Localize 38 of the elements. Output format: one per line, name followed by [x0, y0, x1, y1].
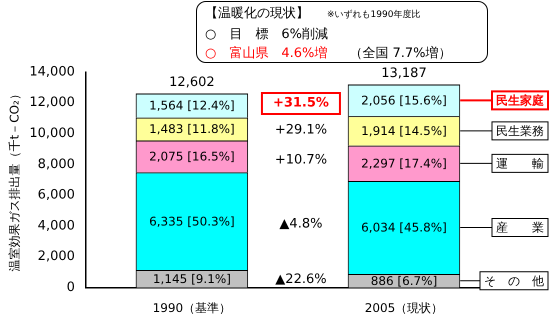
data-label: 2,075 [16.5%] — [149, 150, 235, 164]
y-tick-label: 6,000 — [38, 188, 75, 203]
data-label: 1,483 [11.8%] — [149, 122, 235, 136]
data-label: 6,034 [45.8%] — [361, 220, 447, 235]
data-label: 1,914 [14.5%] — [361, 124, 447, 138]
annotation: +29.1% — [274, 122, 328, 138]
text: （全国 7.7%増） — [349, 46, 452, 61]
annotation: +31.5% — [272, 95, 329, 110]
data-label: 886 [6.7%] — [370, 274, 438, 288]
annotation: ▲22.6% — [275, 272, 327, 288]
text: ○ 目 標 6%削減 — [205, 27, 328, 42]
y-tick-label: 4,000 — [38, 218, 75, 234]
data-label: 2,056 [15.6%] — [361, 93, 447, 108]
y-tick-label: 0 — [66, 280, 75, 295]
data-label: 2,297 [17.4%] — [361, 156, 447, 170]
text: 産 業 — [496, 220, 544, 235]
y-tick-label: 14,000 — [29, 64, 75, 80]
chart-title: 【温暖化の現状】 — [205, 6, 309, 21]
annotation: +10.7% — [274, 152, 328, 168]
text: 民生家庭 — [496, 93, 544, 108]
text: ○ 富山県 4.6%増 — [205, 46, 328, 61]
text: 運 輸 — [496, 156, 544, 170]
y-tick-label: 8,000 — [38, 156, 75, 172]
x-tick-label: 1990（基準） — [152, 300, 232, 315]
x-tick-label: 2005（現状） — [364, 300, 444, 315]
text: そ の 他 — [484, 274, 544, 288]
data-label: 1,145 [9.1%] — [152, 272, 231, 286]
y-tick-label: 2,000 — [38, 249, 75, 264]
y-tick-label: 10,000 — [29, 126, 75, 141]
total-label: 13,187 — [381, 66, 427, 81]
y-tick-label: 12,000 — [29, 95, 75, 110]
data-label: 1,564 [12.4%] — [149, 98, 235, 113]
total-label: 12,602 — [169, 74, 215, 90]
data-label: 6,335 [50.3%] — [149, 214, 235, 228]
y-axis-title: 温室効果ガス排出量（千t－CO₂） — [7, 88, 22, 272]
text: 民生業務 — [496, 124, 544, 138]
chart-subtitle: ※いずれも1990年度比 — [327, 10, 420, 20]
annotation: ▲4.8% — [279, 216, 322, 232]
